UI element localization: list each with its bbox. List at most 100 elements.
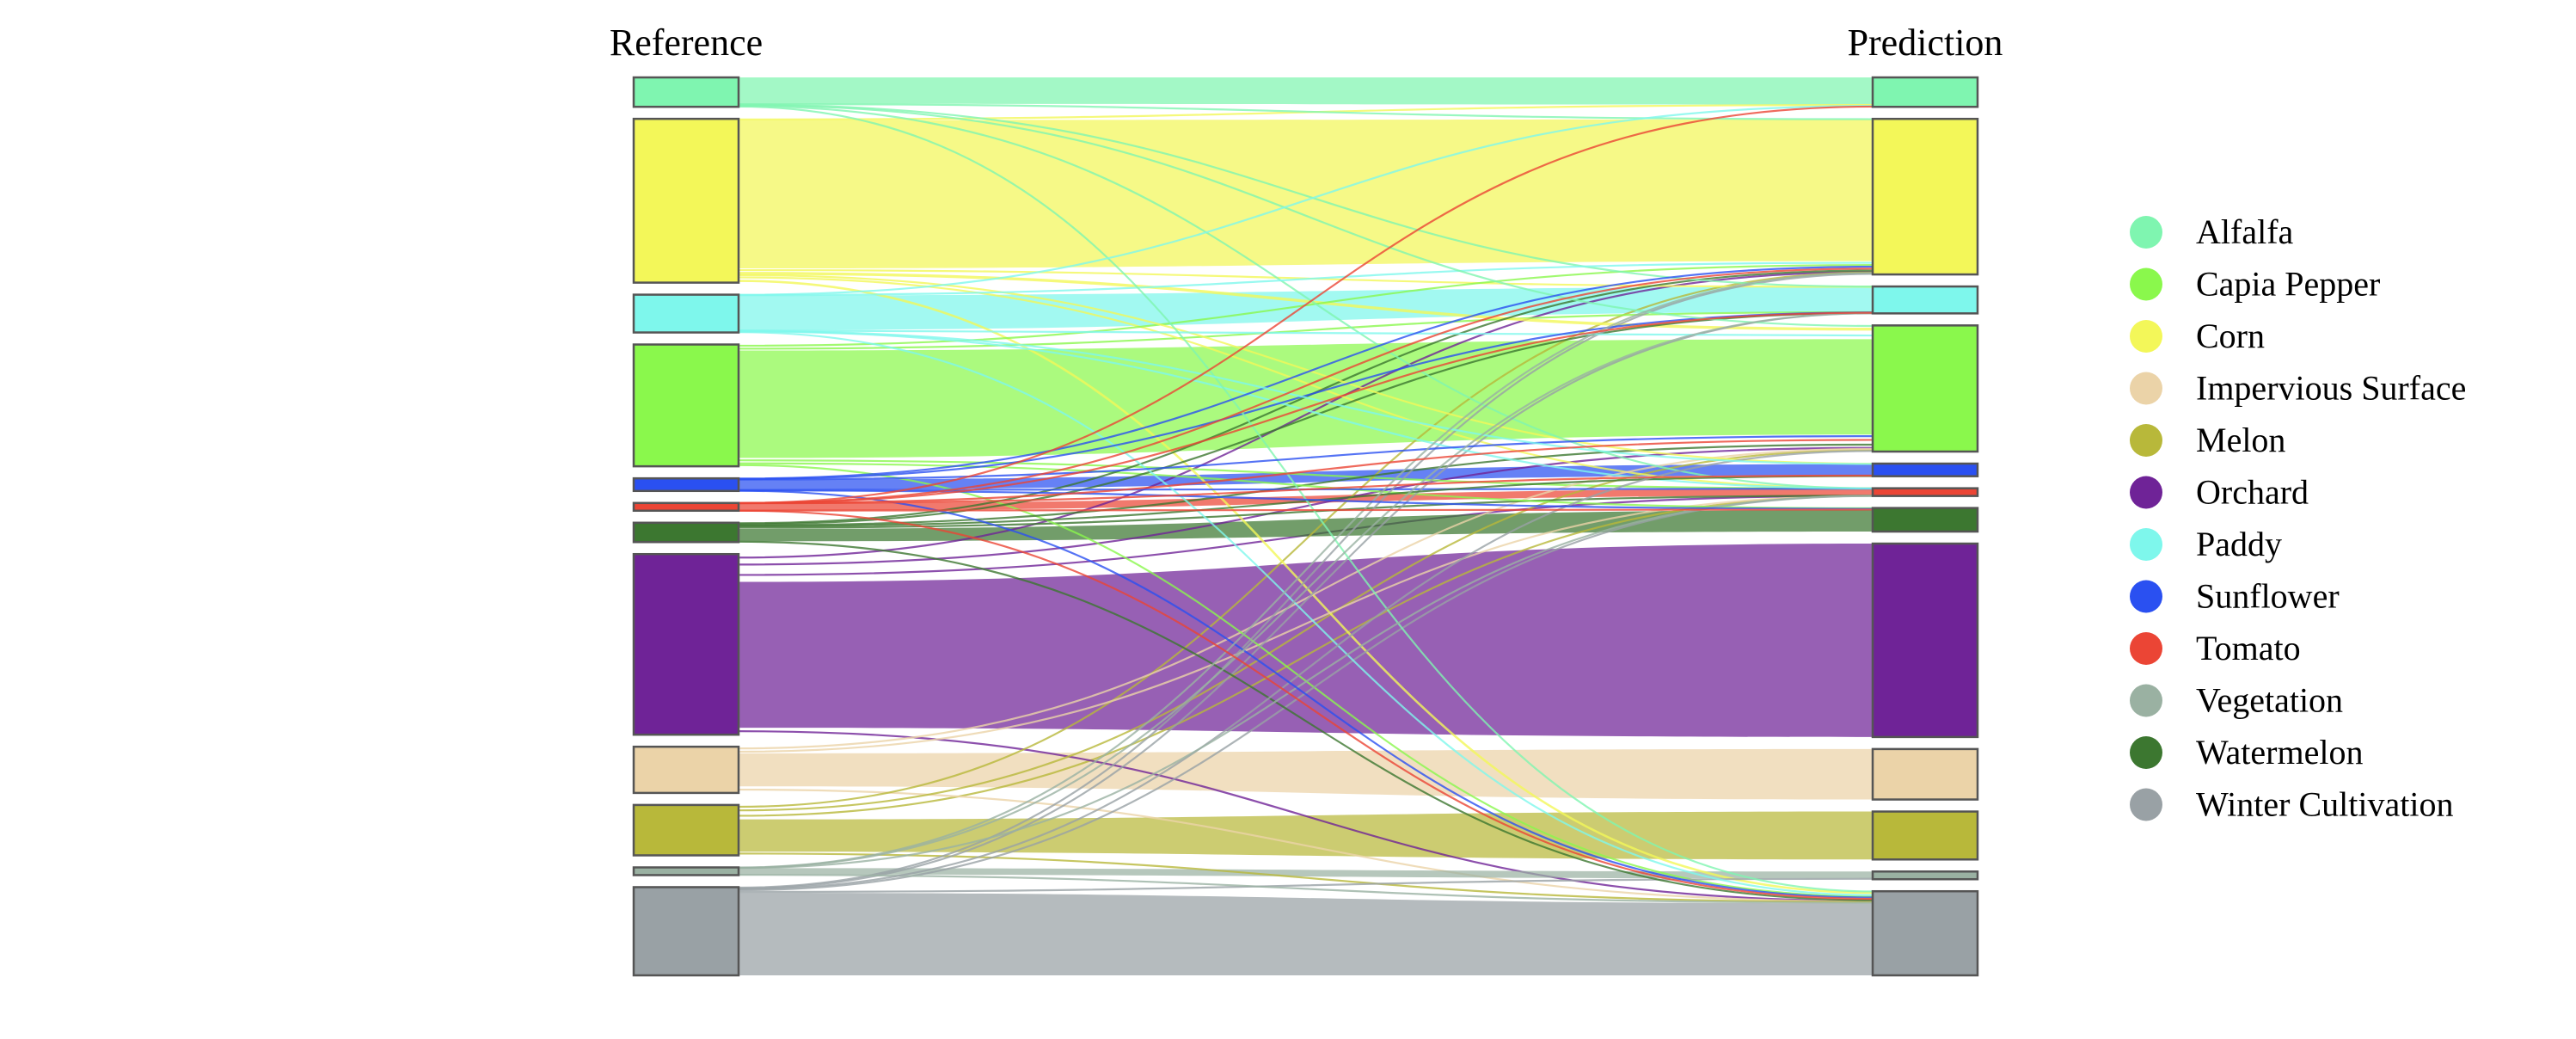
flow-tomato-to-corn bbox=[738, 267, 1874, 504]
prediction-node-watermelon bbox=[1871, 507, 1979, 533]
prediction-node-paddy bbox=[1871, 285, 1979, 315]
legend-marker-sunflower bbox=[2130, 580, 2162, 613]
reference-node-winter-cultivation bbox=[632, 886, 740, 977]
reference-title: Reference bbox=[610, 22, 763, 64]
legend-label-alfalfa: Alfalfa bbox=[2196, 212, 2294, 251]
legend-marker-orchard bbox=[2130, 476, 2162, 509]
flow-links bbox=[738, 77, 1874, 975]
flow-corn-to-sunflower bbox=[738, 274, 1874, 465]
flow-impervious-surface-to-tomato bbox=[738, 495, 1874, 753]
legend-label-paddy: Paddy bbox=[2196, 525, 2282, 563]
legend-label-melon: Melon bbox=[2196, 421, 2285, 459]
legend-marker-corn bbox=[2130, 320, 2162, 353]
reference-node-alfalfa bbox=[632, 76, 740, 108]
flow-tomato-to-paddy bbox=[738, 311, 1874, 505]
legend-marker-winter-cultivation bbox=[2130, 788, 2162, 821]
prediction-node-vegetation bbox=[1871, 870, 1979, 881]
flow-alfalfa-to-alfalfa bbox=[739, 77, 1873, 105]
flow-sunflower-to-winter-cultivation bbox=[738, 489, 1874, 899]
legend-label-sunflower: Sunflower bbox=[2196, 577, 2340, 616]
flow-paddy-to-capia-pepper bbox=[738, 329, 1874, 337]
flow-capia-pepper-to-paddy bbox=[738, 310, 1874, 350]
flow-vegetation-to-paddy bbox=[738, 312, 1874, 869]
flow-impervious-surface-to-winter-cultivation bbox=[738, 788, 1874, 903]
prediction-node-winter-cultivation bbox=[1871, 889, 1979, 977]
reference-node-watermelon bbox=[632, 521, 740, 544]
flow-melon-to-melon bbox=[739, 811, 1873, 860]
legend-marker-watermelon bbox=[2130, 736, 2162, 769]
reference-node-tomato bbox=[632, 501, 740, 513]
flow-winter-cultivation-to-paddy bbox=[738, 312, 1874, 890]
flow-capia-pepper-to-tomato bbox=[738, 459, 1874, 490]
legend-marker-impervious-surface bbox=[2130, 372, 2162, 405]
flow-corn-to-winter-cultivation bbox=[738, 280, 1874, 895]
legend-label-watermelon: Watermelon bbox=[2196, 733, 2363, 772]
flow-paddy-to-sunflower bbox=[738, 329, 1874, 465]
reference-node-vegetation bbox=[632, 866, 740, 876]
flow-tomato-to-alfalfa bbox=[738, 105, 1874, 504]
flow-watermelon-to-tomato bbox=[738, 495, 1874, 529]
flow-watermelon-to-sunflower bbox=[738, 475, 1874, 527]
legend-marker-tomato bbox=[2130, 632, 2162, 665]
nodes bbox=[632, 76, 1979, 977]
legend-marker-vegetation bbox=[2130, 684, 2162, 717]
prediction-node-capia-pepper bbox=[1871, 324, 1979, 453]
reference-node-corn bbox=[632, 117, 740, 284]
prediction-title: Prediction bbox=[1848, 22, 2003, 64]
flow-capia-pepper-to-capia-pepper bbox=[739, 339, 1873, 458]
reference-node-orchard bbox=[632, 552, 740, 736]
legend-label-vegetation: Vegetation bbox=[2196, 681, 2343, 720]
prediction-node-tomato bbox=[1871, 487, 1979, 497]
prediction-node-corn bbox=[1871, 117, 1979, 276]
flow-vegetation-to-winter-cultivation bbox=[738, 874, 1874, 904]
flow-watermelon-to-winter-cultivation bbox=[738, 540, 1874, 901]
flow-alfalfa-to-capia-pepper bbox=[738, 104, 1874, 328]
flow-sunflower-to-corn bbox=[738, 265, 1874, 480]
reference-node-impervious-surface bbox=[632, 745, 740, 795]
flow-orchard-to-orchard bbox=[739, 544, 1873, 737]
flow-tomato-to-capia-pepper bbox=[738, 439, 1874, 505]
flow-paddy-to-alfalfa bbox=[738, 105, 1874, 296]
flow-vegetation-to-corn bbox=[738, 272, 1874, 869]
flow-paddy-to-corn bbox=[738, 261, 1874, 297]
flow-paddy-to-winter-cultivation bbox=[738, 331, 1874, 896]
flow-corn-to-corn bbox=[739, 119, 1873, 269]
reference-node-paddy bbox=[632, 293, 740, 334]
legend-marker-melon bbox=[2130, 424, 2162, 457]
flow-alfalfa-to-tomato bbox=[738, 105, 1874, 489]
flow-impervious-surface-to-impervious-surface bbox=[739, 748, 1873, 800]
flow-tomato-to-sunflower bbox=[738, 474, 1874, 505]
reference-node-sunflower bbox=[632, 476, 740, 493]
flow-sunflower-to-paddy bbox=[738, 311, 1874, 481]
legend-label-impervious-surface: Impervious Surface bbox=[2196, 369, 2466, 408]
prediction-node-sunflower bbox=[1871, 462, 1979, 477]
flow-melon-to-winter-cultivation bbox=[738, 852, 1874, 903]
flow-tomato-to-watermelon bbox=[738, 508, 1874, 512]
flow-tomato-to-winter-cultivation bbox=[738, 509, 1874, 901]
flow-impervious-surface-to-capia-pepper bbox=[738, 447, 1874, 750]
flow-sunflower-to-capia-pepper bbox=[738, 435, 1874, 481]
flow-corn-to-tomato bbox=[738, 276, 1874, 489]
flow-vegetation-to-tomato bbox=[738, 495, 1874, 870]
flow-melon-to-corn bbox=[738, 271, 1874, 808]
flow-orchard-to-corn bbox=[738, 271, 1874, 559]
prediction-node-orchard bbox=[1871, 542, 1979, 739]
legend-marker-alfalfa bbox=[2130, 216, 2162, 249]
legend-marker-paddy bbox=[2130, 528, 2162, 561]
flow-melon-to-capia-pepper bbox=[738, 449, 1874, 812]
flow-watermelon-to-paddy bbox=[738, 311, 1874, 526]
flow-vegetation-to-vegetation bbox=[739, 868, 1873, 879]
legend-label-winter-cultivation: Winter Cultivation bbox=[2196, 785, 2453, 824]
legend-marker-capia-pepper bbox=[2130, 267, 2162, 301]
prediction-node-alfalfa bbox=[1871, 76, 1979, 108]
prediction-node-melon bbox=[1871, 810, 1979, 861]
flow-alfalfa-to-paddy bbox=[738, 103, 1874, 288]
prediction-node-impervious-surface bbox=[1871, 747, 1979, 801]
legend-label-capia-pepper: Capia Pepper bbox=[2196, 265, 2380, 304]
legend-label-orchard: Orchard bbox=[2196, 473, 2309, 512]
reference-node-melon bbox=[632, 803, 740, 857]
legend-label-tomato: Tomato bbox=[2196, 629, 2301, 667]
reference-node-capia-pepper bbox=[632, 343, 740, 468]
